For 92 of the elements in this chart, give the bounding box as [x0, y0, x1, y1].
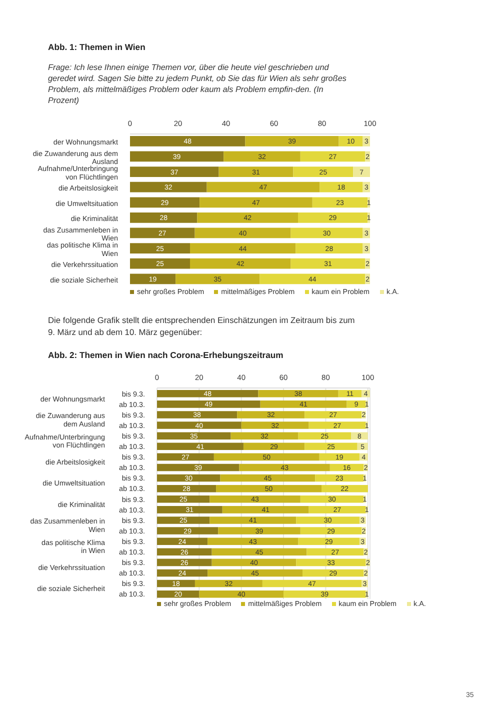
- bar: [212, 558, 296, 566]
- bar: [194, 228, 291, 238]
- chart-subtitle: Frage: Ich lese Ihnen einige Themen vor, über die heute viel geschrieben und geredet wird. Sagen Sie bitte zu jedem Punkt, ob Sie das für Wien als sehr großes Problem, als mittelmäßiges Problem oder kaum als Problem empfin-den. (In Prozent): [48, 62, 348, 106]
- bar: [216, 484, 322, 492]
- bar: [157, 484, 216, 492]
- bar: [245, 136, 339, 146]
- bar: [346, 400, 366, 408]
- bar: [260, 274, 366, 284]
- bar: [190, 243, 296, 254]
- bar: [290, 258, 366, 269]
- bar: [157, 432, 231, 440]
- bar: [130, 166, 219, 177]
- bar: [298, 212, 368, 223]
- bar: [296, 516, 360, 524]
- bar: [197, 212, 298, 223]
- bar: [200, 197, 312, 208]
- bar: [312, 197, 368, 208]
- bar: [130, 151, 224, 162]
- bar: [224, 151, 300, 162]
- bar: [338, 136, 363, 146]
- bar: [176, 274, 260, 284]
- bar: [306, 548, 364, 556]
- bar: [304, 411, 362, 418]
- bar: [130, 274, 176, 284]
- bar: [157, 390, 258, 398]
- bar: [157, 558, 212, 566]
- bar: [300, 496, 364, 503]
- bar: [130, 136, 246, 146]
- bar: [157, 569, 208, 577]
- bar: [157, 464, 240, 472]
- bar: [353, 166, 370, 177]
- bar: [157, 506, 222, 514]
- bar: [284, 590, 366, 598]
- bar: [208, 538, 298, 545]
- bar: [199, 590, 284, 598]
- bar: [237, 411, 305, 418]
- bar: [262, 580, 362, 588]
- bar: [243, 442, 305, 450]
- bar: [157, 538, 208, 545]
- bar: [220, 474, 316, 482]
- bar: [130, 182, 207, 192]
- text: Die folgende Grafik stellt die entsprechenden Einschätzungen im Zeitraum bis zum 9. März und ab dem 10. März gegenüber:: [48, 314, 356, 338]
- bar: [210, 516, 296, 524]
- bar: [351, 432, 368, 440]
- bar: [157, 548, 212, 556]
- bar: [206, 182, 320, 192]
- bar: [298, 432, 352, 440]
- bar: [157, 474, 220, 482]
- bar: [308, 422, 366, 429]
- bar: [230, 432, 298, 440]
- bar: [157, 422, 242, 429]
- bar: [320, 182, 363, 192]
- bar: [212, 548, 307, 556]
- bar: [190, 258, 291, 269]
- bar: [308, 506, 366, 514]
- bar: [300, 527, 362, 534]
- bar: [130, 243, 190, 254]
- bar: [239, 464, 330, 472]
- bar: [130, 258, 190, 269]
- bar: [130, 228, 195, 238]
- bar: [157, 496, 210, 503]
- bar: [157, 516, 210, 524]
- bar: [315, 474, 364, 482]
- bar: [130, 212, 198, 223]
- bar: [208, 569, 303, 577]
- bar: [241, 422, 309, 429]
- bar: [194, 580, 262, 588]
- bar: [157, 442, 244, 450]
- bar: [218, 527, 300, 534]
- bar: [300, 151, 366, 162]
- bar: [157, 527, 218, 534]
- bar: [210, 496, 300, 503]
- bar: [304, 442, 358, 450]
- bar: [214, 453, 320, 461]
- bar: [157, 400, 260, 408]
- bar: [157, 453, 214, 461]
- bar: [321, 484, 368, 492]
- bar: [298, 538, 360, 545]
- bar: [218, 166, 294, 177]
- bar: [302, 569, 364, 577]
- bar: [157, 411, 238, 418]
- bar: [258, 390, 338, 398]
- bar: [130, 197, 200, 208]
- bar: [222, 506, 309, 514]
- bar: [296, 243, 363, 254]
- chart-title: Abb. 2: Themen in Wien nach Corona-Erhebungszeitraum: [48, 350, 284, 360]
- bar: [260, 400, 347, 408]
- chart-title: Abb. 1: Themen in Wien: [48, 42, 146, 52]
- bar: [293, 166, 354, 177]
- bar: [290, 228, 363, 238]
- bar: [338, 390, 362, 398]
- bar: [296, 558, 366, 566]
